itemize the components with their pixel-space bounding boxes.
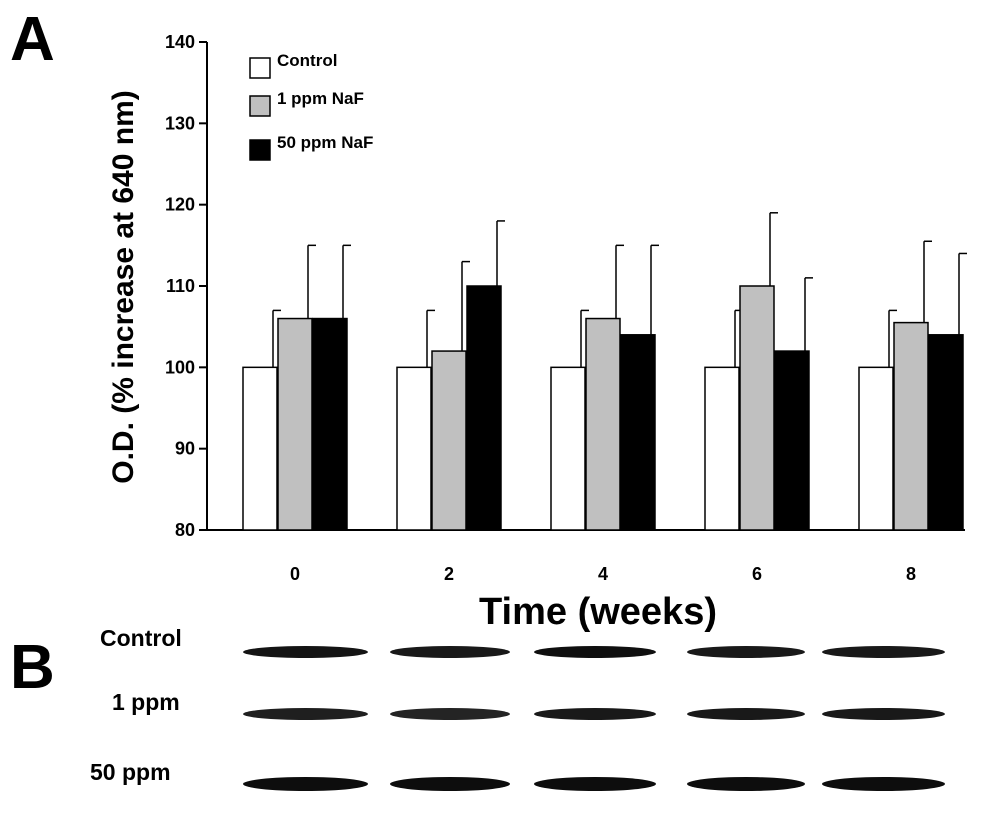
bar-1-ppm-naf-week-6 [739,285,775,531]
bar-50-ppm-naf-week-2 [466,285,502,531]
blot-band-0-2 [534,646,656,658]
bar-control-week-8 [858,366,894,531]
y-tick-label-130: 130 [165,113,195,133]
x-tick-label-2: 2 [444,564,454,584]
x-tick-label-6: 6 [752,564,762,584]
bar-control-week-0 [242,366,278,531]
blot-band-2-0 [243,777,368,791]
bar-control-week-4 [550,366,586,531]
bar-1-ppm-naf-week-2 [431,350,467,531]
bar-chart: 80 90 100 110 120 130 140 0 2 4 6 8 [165,32,967,584]
legend: Control 1 ppm NaF 50 ppm NaF [249,51,373,161]
bar-1-ppm-naf-week-0 [277,317,313,531]
x-tick-label-0: 0 [290,564,300,584]
bar-50-ppm-naf-week-4 [620,334,656,531]
x-axis-title: Time (weeks) [479,591,717,633]
blot-row-label-1: 1 ppm [112,689,180,715]
bar-1-ppm-naf-week-8 [893,321,929,531]
y-axis-title: O.D. (% increase at 640 nm) [107,90,140,484]
blot-band-1-4 [822,708,945,720]
bar-50-ppm-naf-week-6 [774,350,810,531]
y-tick-label-120: 120 [165,195,195,215]
blot-band-1-0 [243,708,368,720]
legend-swatch-1 [249,95,271,117]
blot-row-label-2: 50 ppm [90,759,171,785]
panel-a-label: A [10,5,55,74]
blot-band-0-3 [687,646,805,658]
bar-50-ppm-naf-week-0 [312,317,348,531]
blot-band-1-1 [390,708,510,720]
bar-50-ppm-naf-week-8 [928,334,964,531]
y-tick-label-90: 90 [175,439,195,459]
y-tick-label-110: 110 [166,276,195,296]
legend-label-0: Control [277,51,337,70]
blot-band-2-3 [687,777,805,791]
y-tick-label-100: 100 [165,357,195,377]
y-tick-label-140: 140 [165,32,195,52]
blot-band-1-3 [687,708,805,720]
panel-b-label: B [10,633,55,702]
blot-band-2-2 [534,777,656,791]
bar-control-week-6 [704,366,740,531]
legend-label-1: 1 ppm NaF [277,89,364,108]
blot-band-0-4 [822,646,945,658]
blot-band-2-4 [822,777,945,791]
legend-label-2: 50 ppm NaF [277,133,373,152]
bar-control-week-2 [396,366,432,531]
western-blot: Control 1 ppm 50 ppm [90,625,945,791]
blot-band-1-2 [534,708,656,720]
blot-band-0-0 [243,646,368,658]
blot-band-2-1 [390,777,510,791]
legend-swatch-0 [249,57,271,79]
x-tick-label-8: 8 [906,564,916,584]
blot-row-label-0: Control [100,625,182,651]
legend-swatch-2 [249,139,271,161]
x-tick-label-4: 4 [598,564,608,584]
y-tick-label-80: 80 [175,520,195,540]
bar-1-ppm-naf-week-4 [585,317,621,531]
blot-band-0-1 [390,646,510,658]
